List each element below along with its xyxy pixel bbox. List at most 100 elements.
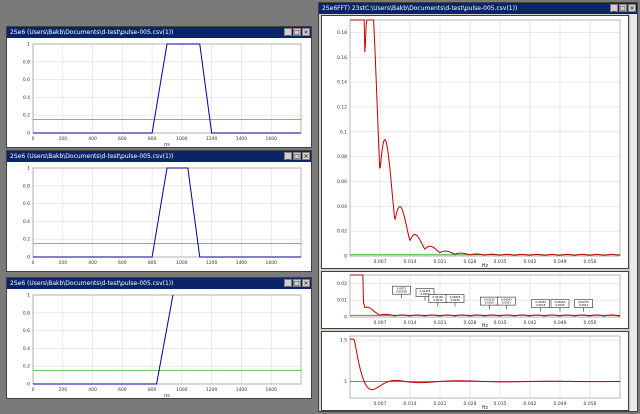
x-tick-label: 0.007 (374, 401, 387, 407)
x-tick-label: 0.028 (464, 259, 477, 265)
plot-frame (349, 19, 621, 257)
annotation-box (445, 294, 465, 303)
x-tick-label: 1400 (236, 136, 248, 142)
close-button[interactable]: × (628, 4, 636, 12)
fft-panel-zoom: 0.007 0.014 0.021 0.028 0.035 0.042 0.049 0.056… (321, 271, 629, 329)
fft-panel-lower: 0.007 0.014 0.021 0.028 0.035 0.042 0.049 0.056… (321, 331, 629, 411)
vertical-scrollbar[interactable] (629, 14, 637, 411)
y-tick-label: 0.4 (23, 219, 30, 225)
x-axis-label: ns (164, 393, 170, 398)
x-tick-label: 1000 (176, 260, 188, 266)
waveform-window-2[interactable]: 2Se6 (Users\Bakb\Documents\d-test\pulse-… (6, 150, 312, 272)
y-tick-label: 0.08 (337, 154, 347, 160)
window-title: 2Se6 (Users\Bakb\Documents\d-test\pulse-… (10, 29, 174, 36)
annotation-label: 0.0015 (555, 303, 564, 307)
x-tick-label: 0.014 (404, 320, 417, 326)
y-tick-label: 0.8 (23, 59, 30, 65)
x-tick-label: 1600 (265, 136, 277, 142)
minimize-button[interactable]: _ (610, 4, 618, 12)
y-tick-label: 0.01 (337, 298, 347, 304)
window-titlebar[interactable]: 2Se6 (Users\Bakb\Documents\d-test\pulse-… (7, 27, 311, 38)
x-tick-label: 800 (148, 387, 157, 393)
x-axis-label: Hz (482, 263, 489, 268)
annotation-label: 0.0049 (433, 298, 442, 302)
minimize-button[interactable]: _ (284, 152, 292, 160)
waveform-chart-3: 0 200 400 600 800 1000 1200 1400 1600 0 0.2 0.4 0.6 0… (23, 293, 302, 398)
y-tick-label: 1 (27, 293, 30, 299)
x-tick-label: 0.035 (494, 320, 507, 326)
x-axis-label: ns (164, 142, 170, 147)
y-tick-label: 1.5 (340, 338, 347, 344)
x-tick-label: 600 (118, 260, 127, 266)
waveform-window-3[interactable]: 2Se6 (Users\Bakb\Documents\d-test\pulse-… (6, 277, 312, 399)
annotation-label: 0.03535 (484, 298, 495, 302)
annotation-label: 0.0018 (536, 303, 545, 307)
y-tick-label: 0.14 (337, 80, 347, 86)
close-button[interactable]: × (302, 279, 310, 287)
x-tick-label: 1000 (176, 387, 188, 393)
x-tick-label: 600 (118, 387, 127, 393)
close-button[interactable]: × (302, 152, 310, 160)
y-tick-label: 1 (27, 42, 30, 48)
x-tick-label: 0.042 (524, 259, 537, 265)
maximize-button[interactable]: □ (293, 28, 301, 36)
y-tick-label: 0 (27, 255, 30, 261)
window-titlebar[interactable]: 2Se6FFT) 23stC:\Users\Bakb\Documents\d-t… (319, 3, 637, 14)
x-tick-label: 200 (58, 387, 67, 393)
x-tick-label: 0.014 (404, 259, 417, 265)
annotation-label: 0.05665 (555, 300, 566, 304)
annotation-label: 0.0025 (485, 301, 494, 305)
x-tick-label: 0.035 (494, 401, 507, 407)
annotation-label: 0.00539 (396, 290, 407, 294)
maximize-button[interactable]: □ (619, 4, 627, 12)
annotation-label: 0.04245 (501, 298, 512, 302)
close-button[interactable]: × (302, 28, 310, 36)
window-titlebar[interactable]: 2Se6 (Users\Bakb\Documents\d-test\pulse-… (7, 278, 311, 289)
y-tick-label: 0.02 (337, 229, 347, 235)
x-tick-label: 1200 (206, 136, 218, 142)
y-tick-label: 0 (344, 315, 347, 321)
waveform-chart-1: 0 200 400 600 800 1000 1200 1400 1600 0 0.2 0.4 0.6 0… (23, 42, 302, 147)
series-line (350, 338, 621, 391)
waveform-chart-2: 0 200 400 600 800 1000 1200 1400 1600 0 0.2 0.4 0.6 0… (23, 166, 302, 266)
y-tick-label: 0.4 (23, 95, 30, 101)
x-tick-label: 1200 (206, 260, 218, 266)
y-tick-label: 0.6 (23, 328, 30, 334)
x-tick-label: 0.056 (584, 259, 597, 265)
x-tick-label: 0.007 (374, 259, 387, 265)
y-tick-label: 0.06 (337, 179, 347, 185)
x-tick-label: 1400 (236, 387, 248, 393)
annotation-label: 0.04955 (535, 300, 546, 304)
x-tick-label: 0.035 (494, 259, 507, 265)
minimize-button[interactable]: _ (284, 279, 292, 287)
x-tick-label: 0.021 (434, 401, 447, 407)
minimize-button[interactable]: _ (284, 28, 292, 36)
x-tick-label: 0.049 (554, 259, 567, 265)
maximize-button[interactable]: □ (293, 279, 301, 287)
y-tick-label: 0.18 (337, 30, 347, 36)
waveform-window-1[interactable]: 2Se6 (Users\Bakb\Documents\d-test\pulse-… (6, 26, 312, 148)
y-tick-label: 0.02 (337, 281, 347, 287)
maximize-button[interactable]: □ (293, 152, 301, 160)
fft-window[interactable]: 2Se6FFT) 23stC:\Users\Bakb\Documents\d-t… (318, 2, 638, 412)
x-tick-label: 0.028 (464, 401, 477, 407)
annotation-label: 0.0021 (502, 301, 511, 305)
fft-chart-lower: 0.007 0.014 0.021 0.028 0.035 0.042 0.049 0.056… (340, 335, 621, 411)
window-titlebar[interactable]: 2Se6 (Users\Bakb\Documents\d-test\pulse-… (7, 151, 311, 162)
y-tick-label: 1 (27, 166, 30, 172)
y-tick-label: 0.2 (23, 364, 30, 370)
x-tick-label: 800 (148, 136, 157, 142)
x-tick-label: 0.028 (464, 320, 477, 326)
y-tick-label: 0.16 (337, 55, 347, 61)
x-tick-label: 0.021 (434, 320, 447, 326)
fft-chart-zoom: 0.007 0.014 0.021 0.028 0.035 0.042 0.049 0.056… (337, 274, 621, 329)
x-tick-label: 0.056 (584, 320, 597, 326)
series-line (33, 294, 174, 385)
x-tick-label: 400 (88, 136, 97, 142)
